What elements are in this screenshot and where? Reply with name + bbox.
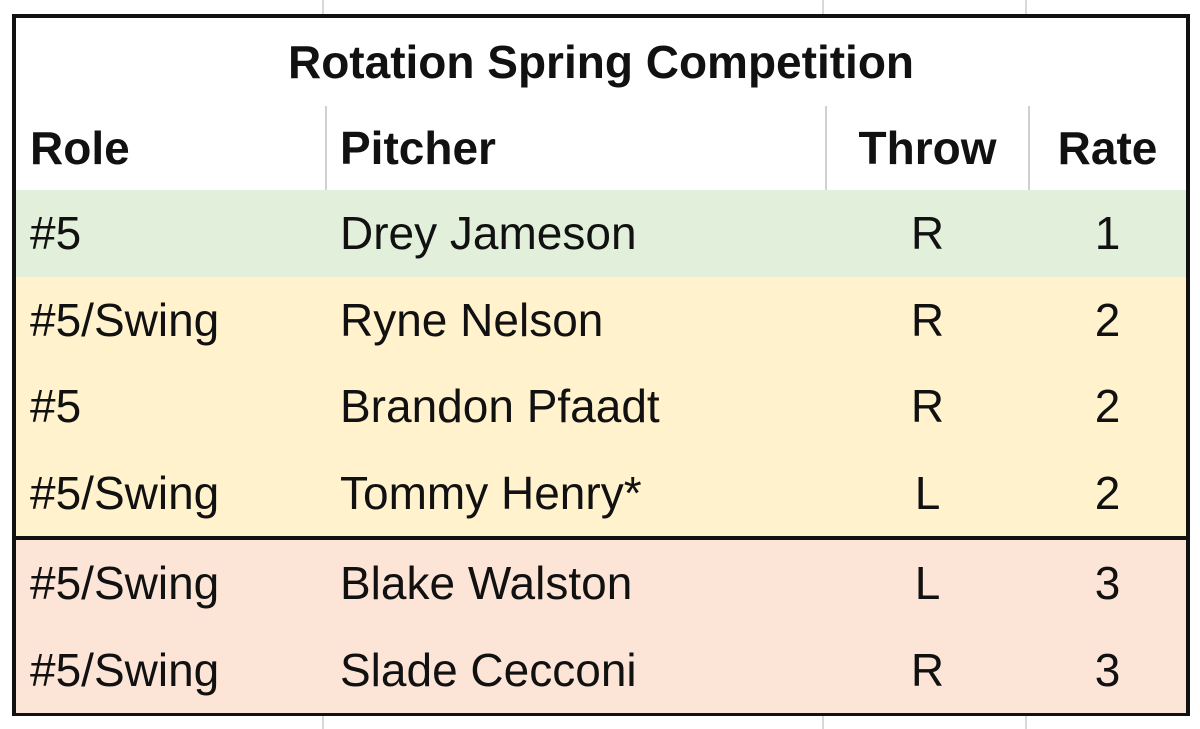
table-cell: R bbox=[910, 293, 945, 346]
row-background bbox=[16, 276, 1186, 363]
table-title: Rotation Spring Competition bbox=[287, 36, 915, 88]
column-header: Role bbox=[30, 122, 130, 174]
grid-line bbox=[322, 0, 324, 14]
table-cell: Drey Jameson bbox=[340, 207, 637, 260]
table-cell: Ryne Nelson bbox=[340, 293, 604, 346]
table-cell: #5 bbox=[30, 380, 82, 433]
grid-line bbox=[822, 714, 824, 729]
table-cell: #5/Swing bbox=[30, 466, 220, 519]
column-separator bbox=[825, 106, 827, 190]
column-header: Rate bbox=[1057, 122, 1158, 174]
table-cell: 3 bbox=[1094, 643, 1121, 696]
column-separator bbox=[1028, 106, 1030, 190]
group-separator bbox=[16, 536, 1186, 540]
table-cell: 2 bbox=[1094, 466, 1121, 519]
row-background bbox=[16, 626, 1186, 713]
column-header: Pitcher bbox=[340, 122, 496, 174]
table-cell: R bbox=[910, 380, 945, 433]
table-cell: #5/Swing bbox=[30, 643, 220, 696]
table-cell: Tommy Henry* bbox=[340, 466, 642, 519]
row-background bbox=[16, 190, 1186, 277]
grid-line bbox=[1025, 714, 1027, 729]
row-background bbox=[16, 363, 1186, 450]
row-background bbox=[16, 540, 1186, 627]
table-cell: Brandon Pfaadt bbox=[340, 380, 660, 433]
row-background bbox=[16, 449, 1186, 536]
table-cell: R bbox=[910, 207, 945, 260]
table-cell: #5/Swing bbox=[30, 293, 220, 346]
grid-line bbox=[1025, 0, 1027, 14]
grid-line bbox=[822, 0, 824, 14]
table-cell: #5/Swing bbox=[30, 557, 220, 610]
table-cell: #5 bbox=[30, 207, 82, 260]
table-cell: L bbox=[914, 466, 941, 519]
table: Rotation Spring Competition Role Pitcher T… bbox=[12, 14, 1190, 716]
column-separator bbox=[325, 106, 327, 190]
table-cell: Blake Walston bbox=[340, 557, 633, 610]
table-cell: 2 bbox=[1094, 293, 1121, 346]
column-header: Throw bbox=[858, 122, 997, 174]
table-cell: L bbox=[914, 557, 941, 610]
table-cell: 1 bbox=[1094, 207, 1121, 260]
table-cell: 3 bbox=[1094, 557, 1121, 610]
grid-line bbox=[322, 714, 324, 729]
table-cell: 2 bbox=[1094, 380, 1121, 433]
table-cell: R bbox=[910, 643, 945, 696]
table-cell: Slade Cecconi bbox=[340, 643, 637, 696]
